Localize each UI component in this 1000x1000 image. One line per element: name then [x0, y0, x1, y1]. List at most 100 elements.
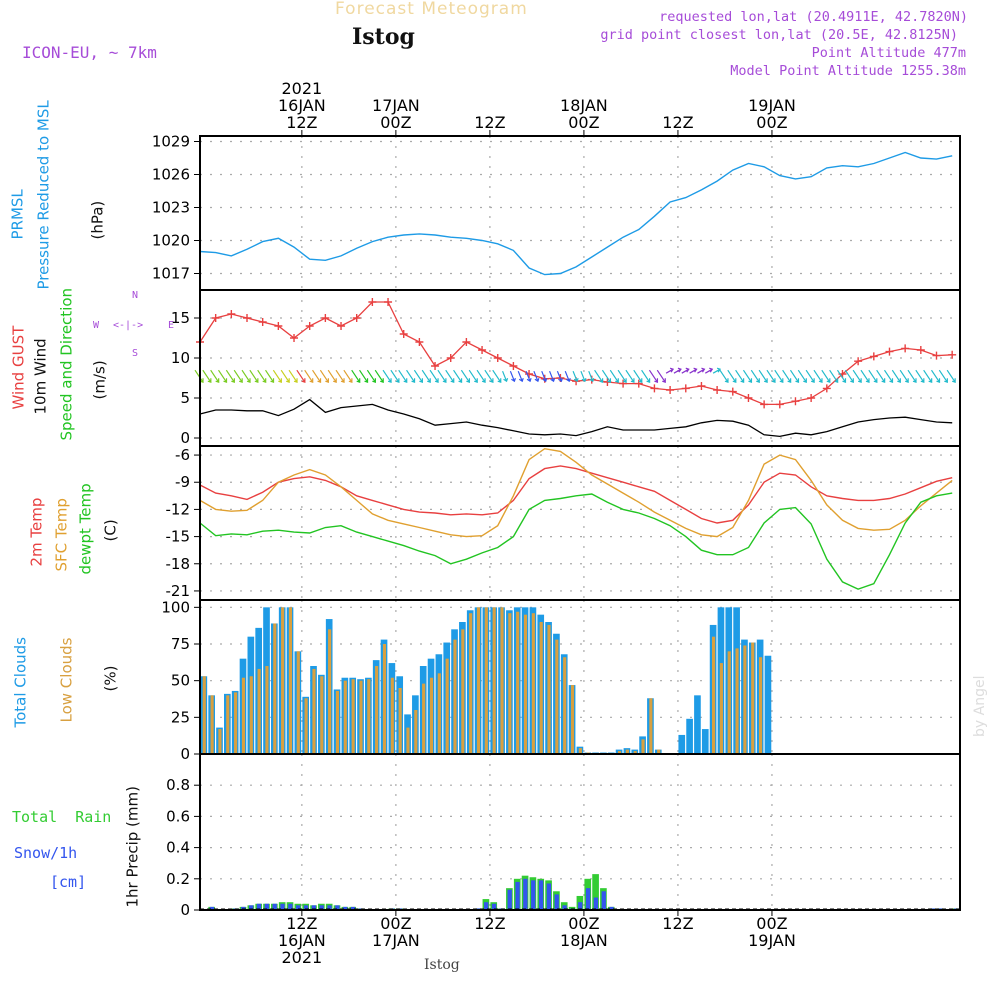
low-cloud-bar — [657, 749, 661, 754]
low-cloud-bar — [500, 607, 504, 754]
wind-direction-arrow — [398, 369, 408, 384]
wind-direction-arrow — [727, 369, 737, 384]
low-cloud-bar — [555, 639, 559, 754]
top-time-label: 00Z — [380, 113, 411, 132]
wind-direction-arrow — [829, 369, 839, 384]
y-tick-label-pressure: 1023 — [152, 199, 190, 217]
gust-marker — [948, 350, 957, 359]
y-tick-label-pressure: 1029 — [152, 133, 190, 151]
low-cloud-bar — [531, 613, 535, 754]
snow-bar — [484, 902, 489, 910]
wind-direction-arrow — [280, 369, 290, 384]
wind-direction-arrow — [766, 369, 776, 384]
bottom-time-label: 2021 — [281, 948, 322, 967]
gust-marker — [869, 352, 878, 361]
grid-coords: grid point closest lon,lat (20.5E, 42.81… — [600, 27, 958, 43]
snow-bar — [609, 906, 614, 910]
snow-bar — [562, 905, 567, 910]
gust-marker — [728, 387, 737, 396]
low-cloud-bar — [453, 639, 457, 754]
wind-direction-arrow — [625, 369, 635, 384]
wind-direction-arrow — [366, 369, 376, 384]
snow-bar — [264, 903, 269, 910]
low-cloud-bar — [570, 685, 575, 754]
wind-direction-arrow — [704, 367, 714, 374]
wind-direction-arrow — [719, 369, 729, 384]
snow-bar — [303, 905, 309, 910]
wind-direction-arrow — [588, 370, 595, 383]
wind-direction-arrow — [836, 369, 847, 384]
snow-bar — [538, 880, 544, 910]
y-tick-label-clouds: 0 — [180, 745, 190, 763]
panel-frame-pressure — [199, 135, 961, 291]
wind-direction-arrow — [210, 369, 220, 384]
total-cloud-bar — [686, 718, 693, 754]
chart-title: Forecast Meteogram — [335, 0, 528, 19]
snow-bar — [343, 906, 348, 910]
gust-marker — [431, 362, 440, 370]
wind-direction-arrow — [938, 369, 948, 384]
wind-direction-arrow — [517, 370, 524, 383]
wind-direction-arrow — [296, 369, 306, 384]
total-cloud-bar — [694, 695, 701, 754]
gust-marker — [916, 346, 925, 354]
wind-direction-arrow — [406, 369, 416, 384]
top-time-label: 2021 — [281, 79, 322, 98]
snow-bar — [523, 878, 528, 910]
wind-direction-arrow — [648, 369, 659, 384]
y-tick-label-temperature: -15 — [166, 528, 191, 546]
low-cloud-bar — [210, 695, 214, 754]
low-cloud-bar — [445, 658, 449, 754]
y-tick-label-clouds: 50 — [171, 672, 190, 690]
snow-bar — [335, 905, 340, 910]
gust-marker — [901, 344, 910, 353]
snow-unit-label: [cm] — [50, 873, 87, 891]
wind-direction-arrow — [541, 370, 548, 383]
gust-marker — [791, 397, 800, 406]
panel-frame-wind — [199, 289, 961, 447]
low-cloud-bar — [414, 710, 418, 754]
low-cloud-bar — [296, 651, 300, 754]
wind-direction-arrow — [249, 369, 259, 384]
low-cloud-bar — [375, 666, 379, 754]
low-cloud-bar — [547, 624, 551, 754]
wind-direction-arrow — [946, 369, 956, 384]
gust-marker — [415, 338, 424, 346]
gust-marker — [885, 347, 894, 356]
low-cloud-bar — [328, 629, 332, 754]
gust-line — [199, 301, 953, 406]
bottom-time-label: 00Z — [380, 914, 411, 933]
wind-direction-arrow — [304, 369, 314, 384]
top-time-label: 00Z — [756, 113, 787, 132]
wind-direction-arrow — [413, 369, 423, 384]
wind-direction-arrow — [202, 369, 212, 384]
low-cloud-bar — [523, 614, 528, 754]
low-cloud-bar — [304, 698, 308, 754]
wind-direction-arrow — [572, 370, 579, 383]
snow-bar — [554, 894, 559, 910]
wind-direction-arrow — [868, 369, 878, 384]
low-cloud-bar — [390, 677, 394, 754]
y-tick-label-clouds: 25 — [171, 708, 190, 726]
snow-bar — [601, 891, 606, 910]
wind-direction-arrow — [844, 369, 854, 384]
y-tick-label-precipitation: 0.6 — [166, 807, 190, 825]
station-name: Istog — [352, 24, 415, 50]
snow-bar — [319, 905, 324, 910]
low-cloud-bar — [257, 668, 261, 754]
bottom-time-label: 12Z — [474, 914, 505, 933]
snow-bar — [241, 906, 246, 910]
gust-marker — [775, 400, 784, 409]
wind-direction-arrow — [359, 369, 369, 384]
low-cloud-bar — [406, 727, 410, 754]
model-altitude: Model Point Altitude 1255.38m — [730, 63, 966, 79]
gust-marker — [290, 334, 299, 342]
wind-direction-arrow — [453, 369, 463, 384]
t2m-line — [199, 465, 953, 524]
y-tick-label-wind: 5 — [180, 389, 190, 407]
wind-direction-arrow — [390, 369, 400, 384]
gust-marker — [321, 314, 330, 322]
compass-s: S — [132, 348, 139, 359]
wind-direction-arrow — [601, 369, 612, 384]
bottom-time-label: 18JAN — [560, 931, 608, 950]
